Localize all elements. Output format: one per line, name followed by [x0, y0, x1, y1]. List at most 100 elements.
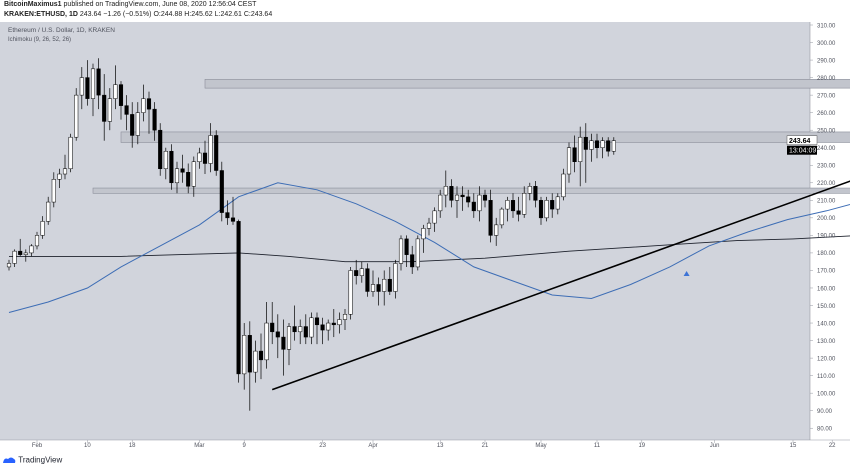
candle — [421, 224, 426, 253]
chart-area[interactable]: 80.00 90.00 100.00 110.00 120.00 130.00 140.00… — [0, 22, 850, 460]
footer-brand[interactable]: TradingView — [3, 455, 62, 469]
candle-body — [376, 284, 381, 292]
candle — [466, 189, 471, 208]
candle-body — [96, 68, 101, 96]
candle-body — [74, 94, 79, 138]
candle-body — [415, 238, 420, 268]
time-tick-label: 13 — [437, 443, 444, 449]
candle-body — [303, 326, 308, 338]
candle-body — [12, 250, 17, 264]
candle — [550, 193, 555, 218]
candle-body — [247, 335, 252, 373]
candle-body — [118, 84, 124, 106]
candle-body — [382, 278, 387, 292]
candle — [34, 231, 40, 250]
candle-body — [421, 228, 426, 240]
publish-line: BitcoinMaximus1 published on TradingView… — [4, 1, 256, 8]
candle — [180, 154, 185, 183]
close-value: 243.64 — [250, 11, 273, 18]
candle — [12, 249, 17, 267]
price-axis[interactable]: 80.00 90.00 100.00 110.00 120.00 130.00 140.00… — [810, 23, 836, 433]
chart-svg[interactable]: 80.00 90.00 100.00 110.00 120.00 130.00 140.00… — [0, 22, 850, 460]
candle — [124, 95, 129, 131]
candle — [572, 135, 577, 173]
candle — [309, 312, 314, 345]
candle-body — [566, 147, 572, 175]
legend-indicator[interactable]: Ichimoku (9, 26, 52, 26) — [8, 37, 71, 43]
candle — [96, 58, 101, 110]
candle-body — [174, 168, 180, 184]
candle — [118, 81, 124, 120]
candle-body — [600, 140, 605, 148]
candle-body — [253, 350, 258, 373]
candle — [376, 277, 381, 306]
countdown-value: 13:04:09 — [789, 148, 816, 155]
legend-symbol[interactable]: Ethereum / U.S. Dollar, 1D, KRAKEN — [8, 27, 115, 34]
candle-body — [208, 135, 213, 164]
candle-body — [90, 68, 96, 99]
time-tick-label: 19 — [638, 443, 645, 449]
candle — [527, 182, 532, 201]
candle-body — [438, 194, 443, 212]
candle — [426, 217, 432, 236]
price-tick-label: 270.00 — [817, 93, 836, 99]
candle — [292, 305, 297, 341]
candle-body — [611, 140, 616, 152]
candle — [606, 137, 611, 157]
candle — [253, 340, 258, 383]
candle — [544, 196, 549, 222]
candle-body — [130, 114, 135, 136]
candle-body — [331, 322, 336, 326]
time-axis-background — [0, 440, 850, 460]
candle-body — [236, 221, 241, 375]
candle-body — [320, 324, 325, 331]
candle-body — [57, 173, 62, 180]
time-axis[interactable]: Feb1018Mar923Apr1321May1119Jun1522Jul — [32, 440, 850, 449]
candle-body — [555, 196, 560, 210]
candle — [331, 309, 336, 338]
candle — [410, 245, 415, 274]
candle-body — [281, 336, 286, 350]
price-tick-label: 170.00 — [817, 269, 836, 275]
candle — [146, 91, 152, 134]
candle — [555, 193, 560, 215]
candle — [225, 200, 230, 225]
candle-body — [589, 140, 594, 150]
candle — [320, 317, 325, 345]
candle-body — [191, 161, 196, 187]
price-tick-label: 290.00 — [817, 58, 836, 64]
time-tick-label: 23 — [319, 443, 326, 449]
candle — [471, 193, 476, 218]
ma-fast-line — [8, 182, 850, 313]
candle — [219, 161, 224, 222]
candle — [404, 235, 409, 267]
price-tick-label: 140.00 — [817, 321, 836, 327]
time-tick-label: 21 — [482, 443, 489, 449]
candle — [40, 216, 45, 239]
candle — [270, 302, 275, 345]
candle — [6, 259, 12, 271]
candle-body — [326, 322, 331, 331]
candle-body — [432, 210, 437, 224]
candle — [365, 263, 370, 297]
candle-body — [230, 217, 236, 222]
candle — [79, 67, 84, 110]
symbol-line: KRAKEN:ETHUSD, 1D 243.64 −1.26 (−0.51%) … — [4, 11, 272, 18]
candle — [68, 133, 73, 173]
candle — [499, 207, 504, 229]
candle — [314, 312, 320, 345]
footer-brand-text: TradingView — [18, 455, 63, 465]
open-value: 244.88 — [160, 11, 183, 18]
low-label: L: — [214, 11, 221, 18]
candle — [23, 249, 28, 262]
author-name[interactable]: BitcoinMaximus1 — [4, 1, 62, 8]
price-tick-label: 110.00 — [817, 374, 836, 380]
candle-body — [275, 331, 280, 338]
candle-body — [85, 77, 90, 99]
candle-body — [538, 200, 544, 219]
candle-body — [550, 200, 555, 210]
candle-body — [594, 140, 600, 148]
candle — [594, 133, 600, 159]
candle-body — [342, 314, 348, 320]
candle — [163, 147, 168, 180]
